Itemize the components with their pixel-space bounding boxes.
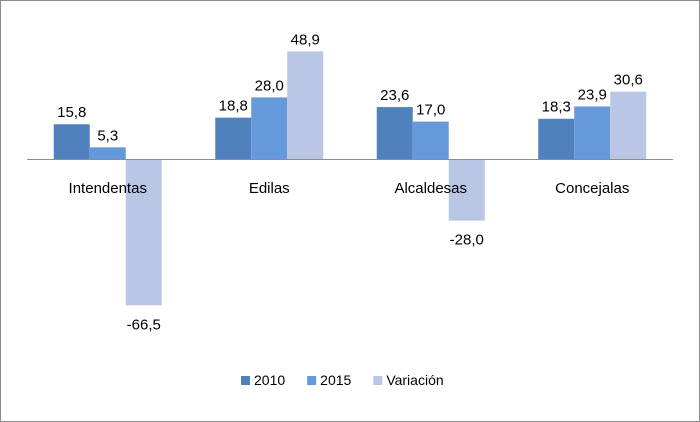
bar-edilas-variación (287, 51, 324, 159)
data-label-intendentas-2015: 5,3 (97, 127, 118, 144)
legend-label-2010: 2010 (254, 372, 285, 388)
data-label-intendentas-2010: 15,8 (57, 104, 86, 121)
legend-label-2015: 2015 (320, 372, 351, 388)
data-label-edilas-2010: 18,8 (219, 98, 248, 115)
bar-concejalas-2015 (574, 106, 611, 159)
legend: 2010 2015 Variación (241, 372, 444, 388)
category-label-concejalas: Concejalas (555, 180, 629, 197)
category-label-edilas: Edilas (249, 180, 290, 197)
bar-edilas-2010 (215, 117, 252, 159)
data-label-alcaldesas-2010: 23,6 (380, 87, 409, 104)
data-label-concejalas-2010: 18,3 (542, 99, 571, 116)
legend-swatch-2015 (307, 376, 317, 385)
bars-layer (53, 51, 647, 306)
labels-layer: 15,8 5,3 -66,5 Intendentas 18,8 28,0 48,9 Edila… (57, 31, 643, 333)
legend-swatch-variación (373, 376, 383, 385)
legend-label-variación: Variación (386, 372, 443, 388)
bar-concejalas-2010 (538, 118, 575, 159)
data-label-concejalas-2015: 23,9 (578, 86, 607, 103)
legend-swatch-2010 (241, 376, 250, 385)
bar-alcaldesas-variación (448, 159, 485, 221)
category-label-intendentas: Intendentas (69, 180, 147, 197)
bar-alcaldesas-2010 (376, 107, 413, 159)
data-label-edilas-2015: 28,0 (255, 77, 284, 94)
data-label-alcaldesas-2015: 17,0 (416, 102, 445, 119)
bar-concejalas-variación (610, 91, 647, 159)
data-label-concejalas-variación: 30,6 (614, 72, 643, 89)
data-label-alcaldesas-variación: -28,0 (450, 232, 484, 249)
bar-alcaldesas-2015 (412, 121, 449, 159)
category-label-alcaldesas: Alcaldesas (394, 180, 467, 197)
data-label-intendentas-variación: -66,5 (127, 316, 161, 333)
bar-edilas-2015 (251, 97, 288, 159)
bar-intendentas-2015 (89, 147, 126, 159)
bar-intendentas-2010 (53, 124, 90, 159)
data-label-edilas-variación: 48,9 (291, 31, 320, 48)
bar-intendentas-variación (125, 159, 162, 306)
